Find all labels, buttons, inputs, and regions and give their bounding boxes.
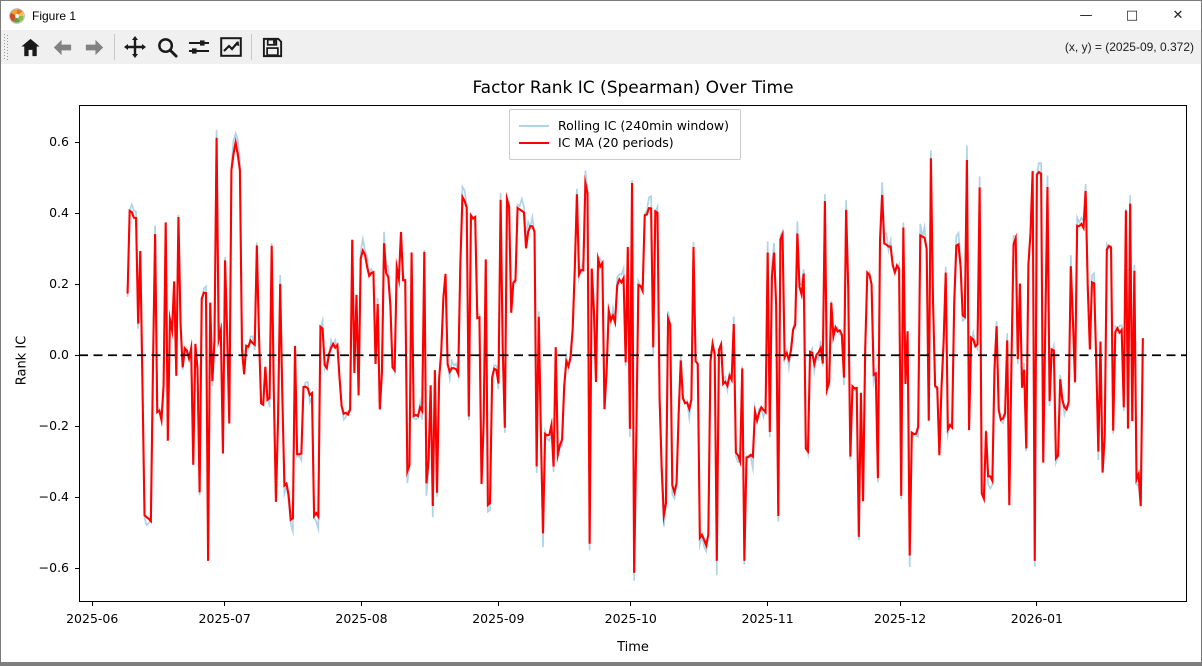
toolbar-separator <box>114 34 115 60</box>
x-tick-label: 2025-08 <box>335 611 388 626</box>
toolbar-separator <box>251 34 252 60</box>
subplots-button[interactable] <box>183 32 215 62</box>
customize-button[interactable] <box>215 32 247 62</box>
save-icon <box>262 37 282 57</box>
y-tick-label: −0.4 <box>38 489 69 505</box>
window-bottom-edge <box>1 662 1201 665</box>
y-tick-mark <box>75 141 79 143</box>
zoom-icon <box>157 37 178 58</box>
y-tick-mark <box>75 283 79 285</box>
back-arrow-icon <box>53 39 71 55</box>
figure-canvas-area: Factor Rank IC (Spearman) Over Time 2025… <box>1 64 1201 664</box>
x-tick-mark <box>630 602 632 606</box>
x-tick-mark <box>361 602 363 606</box>
y-tick-mark <box>75 212 79 214</box>
y-tick-label: 0.6 <box>49 134 69 150</box>
ic-ma-line-swatch <box>519 141 549 144</box>
legend-entry-rolling-ic: Rolling IC (240min window) <box>519 118 729 133</box>
y-tick-label: 0.0 <box>49 347 69 363</box>
home-button[interactable] <box>14 32 46 62</box>
y-tick-mark <box>75 496 79 498</box>
x-tick-label: 2025-09 <box>472 611 525 626</box>
pan-icon <box>124 36 146 58</box>
minimize-button[interactable]: — <box>1079 8 1093 23</box>
legend: Rolling IC (240min window) IC MA (20 per… <box>509 109 741 160</box>
y-tick-mark <box>75 567 79 569</box>
x-tick-mark <box>767 602 769 606</box>
y-tick-mark <box>75 425 79 427</box>
y-axis-label: Rank IC <box>14 335 30 386</box>
save-button[interactable] <box>256 32 288 62</box>
legend-label: IC MA (20 periods) <box>558 135 674 150</box>
x-tick-mark <box>497 602 499 606</box>
x-tick-label: 2025-10 <box>604 611 657 626</box>
toolbar-grip[interactable] <box>4 34 9 60</box>
zoom-button[interactable] <box>151 32 183 62</box>
plot-area[interactable] <box>79 105 1187 602</box>
y-tick-label: −0.2 <box>38 418 69 434</box>
forward-button[interactable] <box>78 32 110 62</box>
matplotlib-logo-icon <box>9 7 25 24</box>
forward-arrow-icon <box>85 39 103 55</box>
rolling-ic-line-swatch <box>519 124 549 127</box>
pan-button[interactable] <box>119 32 151 62</box>
y-tick-label: −0.6 <box>38 560 69 576</box>
legend-label: Rolling IC (240min window) <box>558 118 729 133</box>
x-tick-label: 2025-07 <box>198 611 251 626</box>
back-button[interactable] <box>46 32 78 62</box>
subplots-sliders-icon <box>189 40 209 54</box>
toolbar: (x, y) = (2025-09, 0.372) <box>1 30 1201 64</box>
titlebar[interactable]: Figure 1 — □ ✕ <box>1 1 1201 30</box>
legend-entry-ic-ma: IC MA (20 periods) <box>519 135 729 150</box>
close-button[interactable]: ✕ <box>1172 8 1184 23</box>
x-tick-label: 2025-11 <box>741 611 794 626</box>
x-tick-label: 2025-06 <box>66 611 119 626</box>
customize-chart-icon <box>220 37 242 57</box>
x-tick-label: 2026-01 <box>1010 611 1064 626</box>
y-tick-label: 0.4 <box>49 205 69 221</box>
x-tick-mark <box>91 602 93 606</box>
x-tick-label: 2025-12 <box>873 611 927 626</box>
x-axis-label: Time <box>617 640 649 655</box>
chart-title: Factor Rank IC (Spearman) Over Time <box>472 78 794 98</box>
window-title: Figure 1 <box>32 8 77 23</box>
y-tick-mark <box>75 354 79 356</box>
x-tick-mark <box>224 602 226 606</box>
maximize-button[interactable]: □ <box>1125 8 1139 23</box>
cursor-coordinates-readout: (x, y) = (2025-09, 0.372) <box>1064 40 1194 54</box>
home-icon <box>20 38 40 56</box>
y-tick-label: 0.2 <box>49 276 69 292</box>
x-tick-mark <box>1036 602 1038 606</box>
x-tick-mark <box>899 602 901 606</box>
